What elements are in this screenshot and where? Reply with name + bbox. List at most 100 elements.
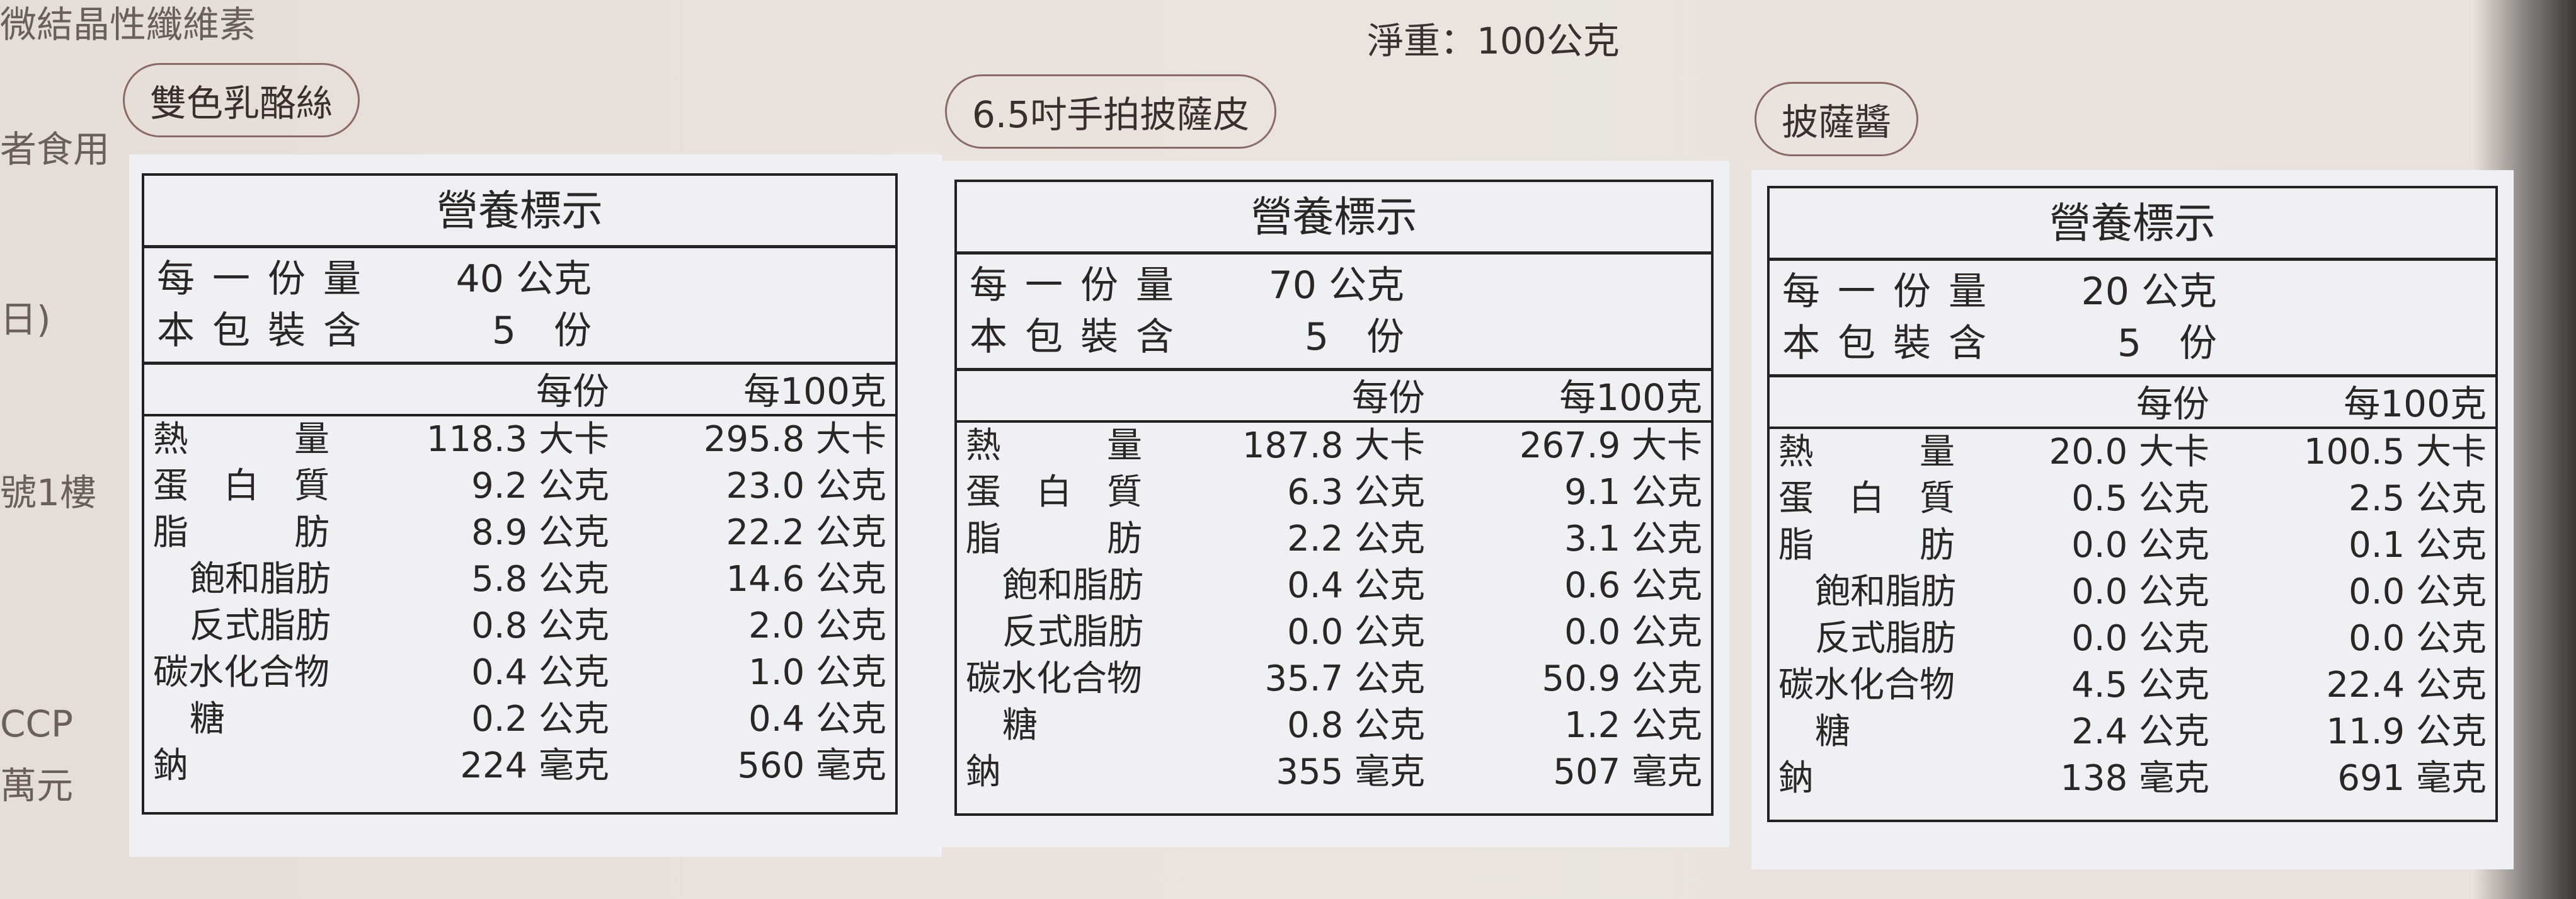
nutrient-name: 熱 量 [1778,432,1955,472]
nutrient-name: 熱 量 [966,425,1142,466]
table-row: 熱 量 187.8 大卡 267.9 大卡 [957,423,1711,469]
side-text: 日) [0,298,51,341]
side-text: 者食用 [0,128,110,171]
table-row: 糖 0.2 公克 0.4 公克 [144,696,895,743]
per-100g-value: 1.0 公克 [748,652,886,693]
nutrition-table: 營養標示 每一份量 70 公克 本包裝含 5 份每份 每100克熱 量 187.8 大卡 26… [954,180,1714,816]
table-row: 反式脂肪 0.0 公克 0.0 公克 [1770,616,2495,662]
per-100g-value: 691 毫克 [2337,758,2487,799]
table-row: 糖 2.4 公克 11.9 公克 [1770,709,2495,755]
per-100g-value: 23.0 公克 [726,466,887,507]
table-row: 脂 肪 8.9 公克 22.2 公克 [144,510,895,556]
table-row: 蛋 白 質 6.3 公克 9.1 公克 [957,469,1711,516]
serving-info: 每一份量 20 公克 本包裝含 5 份 [1770,261,2495,377]
per-100g-value: 507 毫克 [1553,752,1702,793]
nutrient-name: 熱 量 [153,419,329,460]
table-row: 脂 肪 0.0 公克 0.1 公克 [1770,522,2495,569]
per-serving-value: 6.3 公克 [1287,472,1425,513]
nutrient-name: 蛋 白 質 [966,472,1142,513]
table-row: 鈉 224 毫克 560 毫克 [144,743,895,789]
per-serving-value: 20.0 大卡 [2049,432,2210,472]
nutrient-name: 脂 肪 [966,518,1142,559]
product-name-pill: 6.5吋手拍披薩皮 [945,74,1277,149]
nutrient-name: 鈉 [966,752,1001,793]
nutrient-name: 糖 [190,699,225,740]
per-100g-value: 22.4 公克 [2326,665,2487,706]
nutrient-name: 飽和脂肪 [1815,571,1956,612]
per-serving-value: 9.2 公克 [471,466,609,507]
per-serving-value: 355 毫克 [1276,752,1425,793]
side-text: CCP [0,702,73,745]
column-header: 每份 每100克 [144,365,895,416]
serving-label: 每一份量 [970,263,1191,307]
per-100g-value: 22.2 公克 [726,512,887,553]
net-weight: 淨重：100公克 [1367,20,1620,62]
table-row: 脂 肪 2.2 公克 3.1 公克 [957,516,1711,563]
nutrition-table: 營養標示 每一份量 40 公克 本包裝含 5 份每份 每100克熱 量 118.3 大卡 29… [142,173,898,815]
per-serving-value: 0.8 公克 [1287,705,1425,746]
serving-row: 本包裝含 5 份 [157,305,883,357]
per-serving-value: 2.4 公克 [2071,711,2209,752]
per-100g-value: 295.8 大卡 [703,419,886,460]
serving-info: 每一份量 40 公克 本包裝含 5 份 [144,248,895,365]
nutrient-name: 碳水化合物 [153,652,329,693]
nutrient-name: 碳水化合物 [1778,665,1955,706]
table-title: 營養標示 [144,176,895,248]
nutrient-name: 蛋 白 質 [153,466,329,507]
table-row: 飽和脂肪 0.4 公克 0.6 公克 [957,563,1711,609]
per-serving-value: 35.7 公克 [1264,658,1426,699]
per-serving-value: 118.3 大卡 [426,419,609,460]
nutrient-name: 反式脂肪 [1815,618,1956,659]
per-100g-value: 50.9 公克 [1542,658,1703,699]
serving-row: 本包裝含 5 份 [970,311,1698,363]
serving-row: 本包裝含 5 份 [1782,318,2483,369]
table-row: 反式脂肪 0.0 公克 0.0 公克 [957,609,1711,656]
table-row: 糖 0.8 公克 1.2 公克 [957,702,1711,749]
header-per-100g: 每100克 [1559,376,1702,419]
serving-value: 5 份 [1304,315,1404,359]
nutrient-name: 反式脂肪 [1002,612,1143,653]
serving-row: 每一份量 70 公克 [970,260,1698,311]
per-100g-value: 0.0 公克 [2349,618,2487,659]
serving-label: 每一份量 [157,257,379,301]
per-100g-value: 2.0 公克 [748,605,886,646]
table-row: 鈉 355 毫克 507 毫克 [957,749,1711,796]
nutrient-name: 飽和脂肪 [1002,565,1143,606]
table-row: 蛋 白 質 0.5 公克 2.5 公克 [1770,476,2495,522]
per-100g-value: 100.5 大卡 [2303,432,2487,472]
table-row: 熱 量 20.0 大卡 100.5 大卡 [1770,429,2495,476]
per-100g-value: 0.6 公克 [1564,565,1702,606]
serving-value: 5 份 [491,309,592,353]
per-100g-value: 3.1 公克 [1564,518,1702,559]
per-100g-value: 1.2 公克 [1564,705,1702,746]
column-header: 每份 每100克 [957,371,1711,423]
per-100g-value: 11.9 公克 [2326,711,2487,752]
nutrient-name: 糖 [1815,711,1850,752]
nutrient-name: 飽和脂肪 [190,559,331,600]
table-title: 營養標示 [957,182,1711,255]
header-per-serving: 每份 [1351,376,1425,419]
serving-value: 20 公克 [2081,270,2217,314]
table-row: 飽和脂肪 5.8 公克 14.6 公克 [144,556,895,603]
serving-label: 本包裝含 [970,315,1191,359]
per-serving-value: 4.5 公克 [2071,665,2209,706]
table-row: 蛋 白 質 9.2 公克 23.0 公克 [144,463,895,510]
per-serving-value: 138 毫克 [2060,758,2209,799]
per-100g-value: 0.4 公克 [748,699,886,740]
nutrient-name: 鈉 [1778,758,1814,799]
side-text: 萬元 [0,764,74,807]
table-row: 飽和脂肪 0.0 公克 0.0 公克 [1770,569,2495,616]
per-100g-value: 0.0 公克 [2349,571,2487,612]
per-100g-value: 2.5 公克 [2349,478,2487,519]
side-text: 號1樓 [0,471,96,514]
per-100g-value: 0.1 公克 [2349,525,2487,566]
per-serving-value: 0.4 公克 [471,652,609,693]
per-serving-value: 224 毫克 [460,745,609,786]
per-100g-value: 267.9 大卡 [1519,425,1702,466]
nutrient-name: 反式脂肪 [190,605,331,646]
per-serving-value: 8.9 公克 [471,512,609,553]
table-row: 鈉 138 毫克 691 毫克 [1770,755,2495,802]
per-100g-value: 560 毫克 [737,745,886,786]
header-per-100g: 每100克 [743,370,886,413]
serving-row: 每一份量 20 公克 [1782,266,2483,318]
